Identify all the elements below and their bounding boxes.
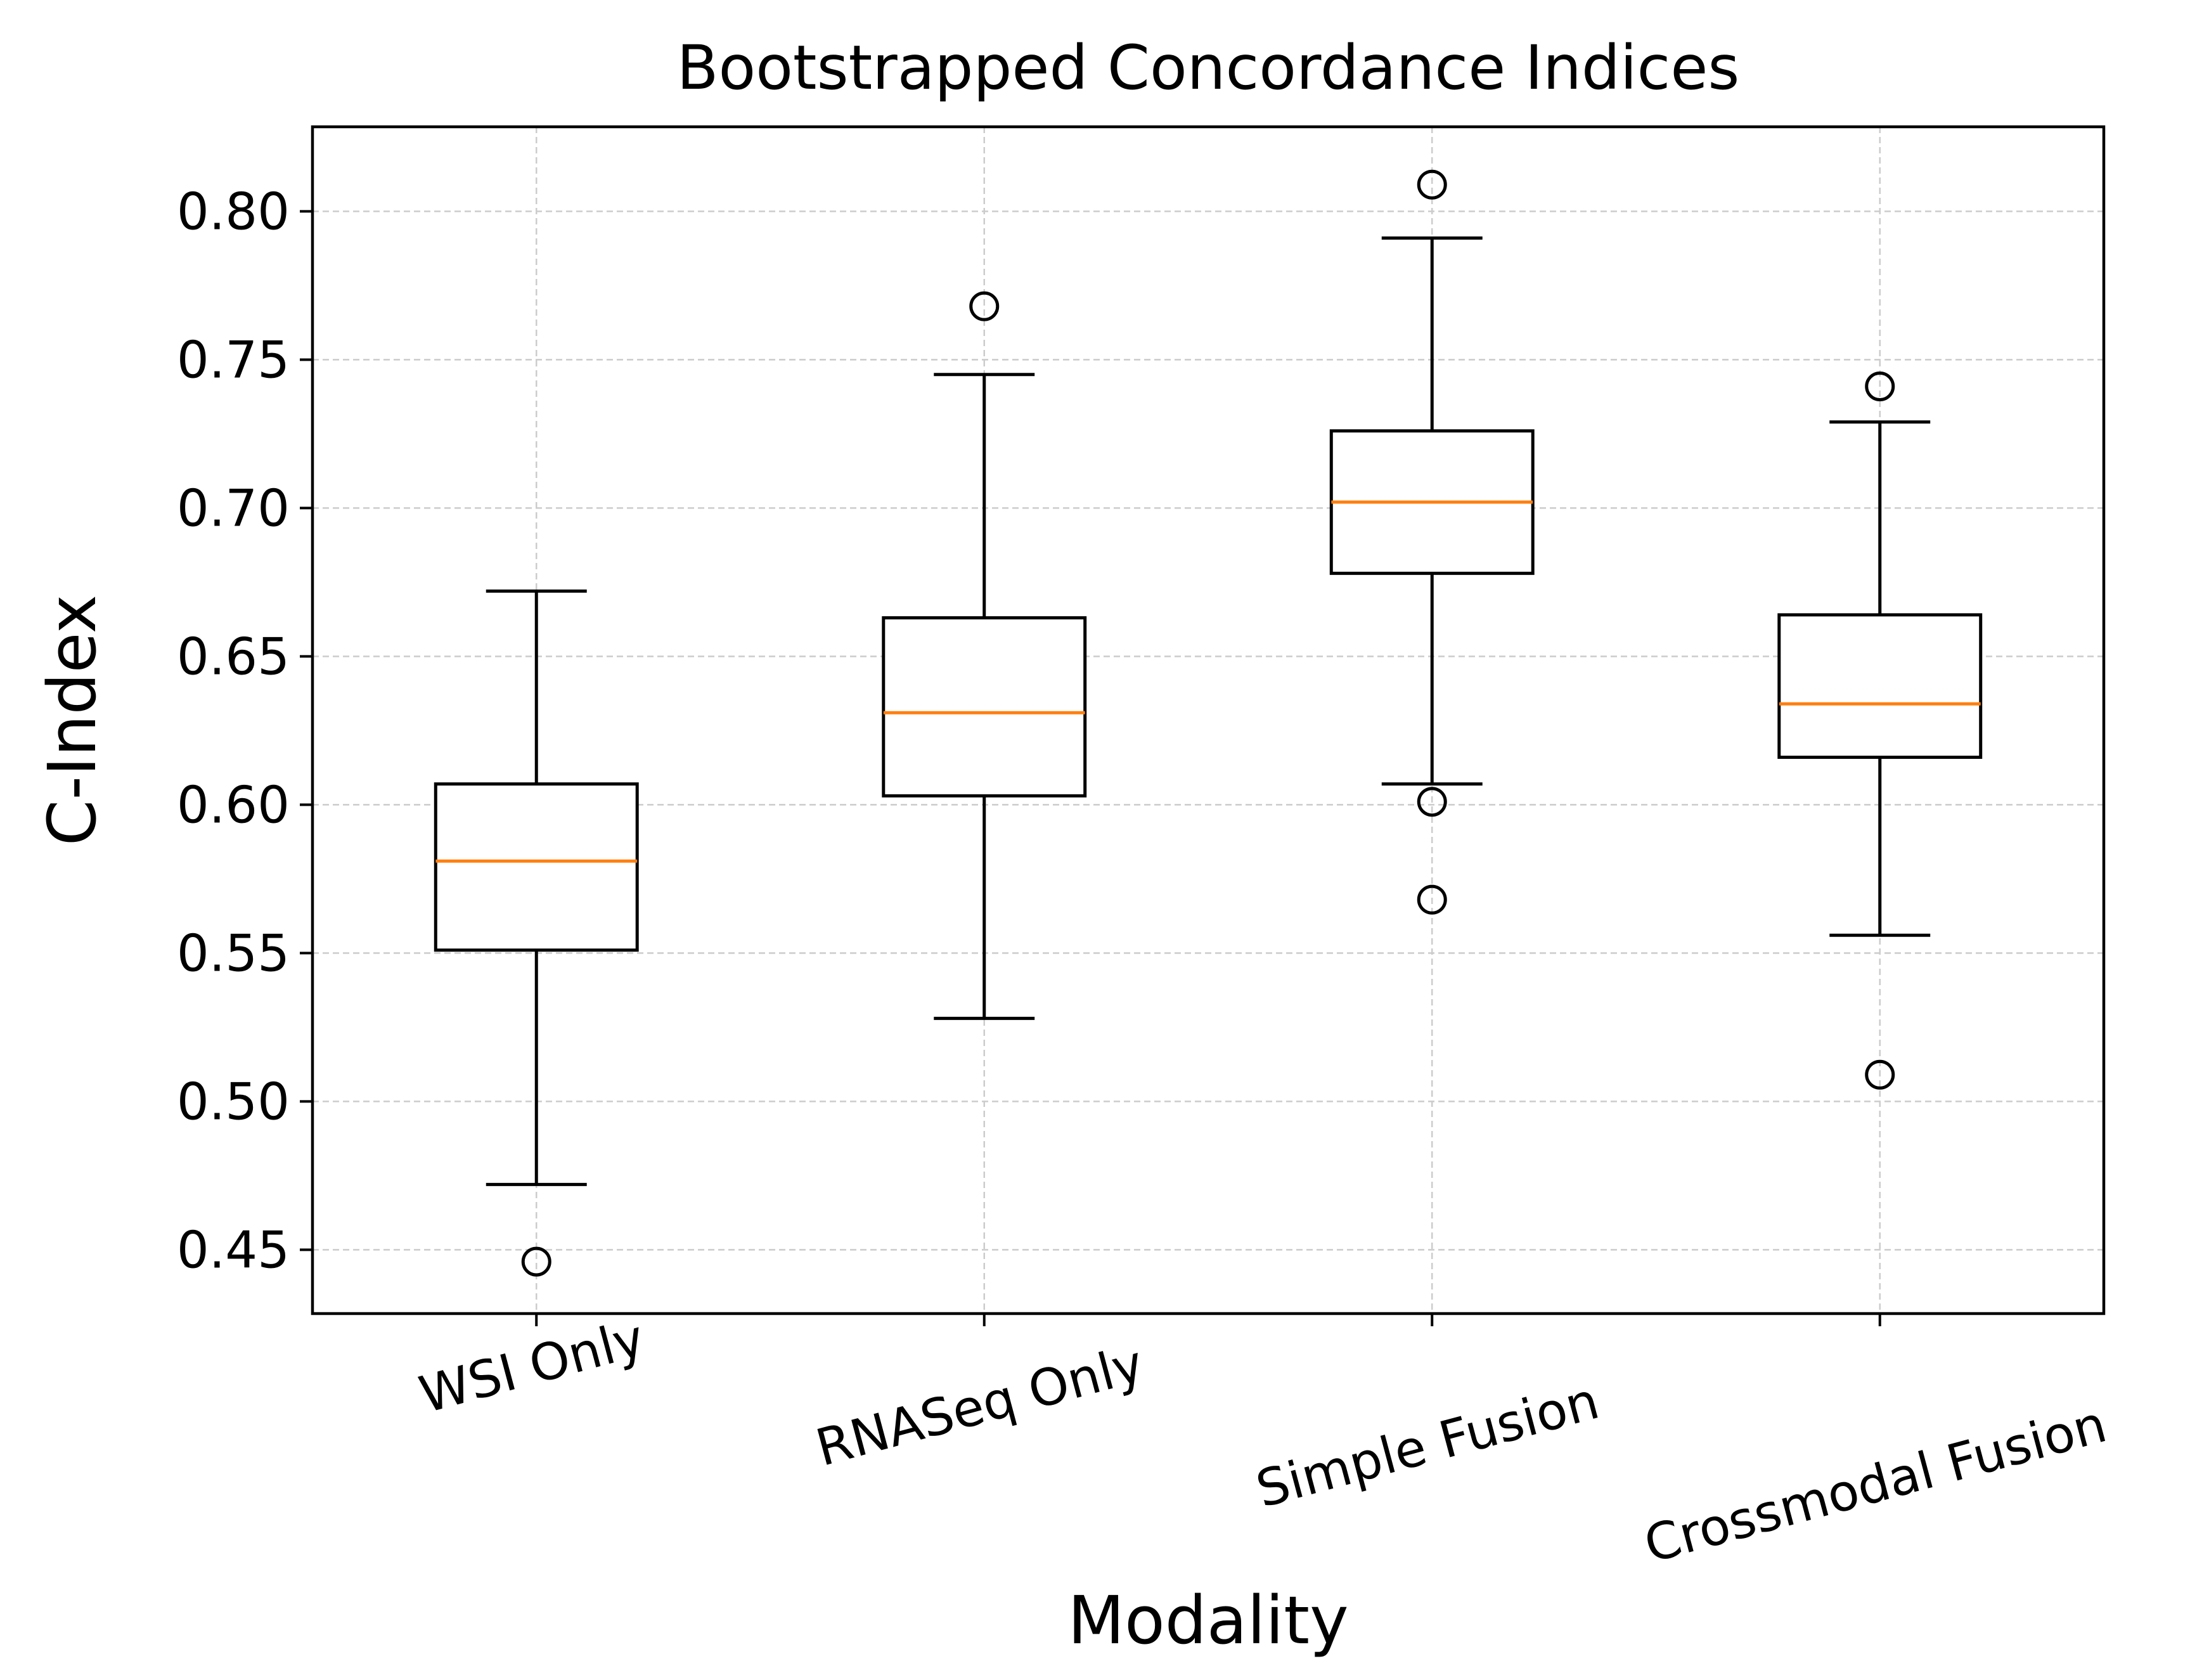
outlier-point (1865, 1059, 1895, 1090)
y-tick-label: 0.75 (177, 330, 290, 389)
outlier-point (1417, 169, 1447, 200)
plot-frame (311, 125, 2106, 1315)
y-tick-label: 0.50 (177, 1072, 290, 1131)
box-group (1777, 372, 1983, 1090)
y-tick-label: 0.70 (177, 479, 290, 538)
outlier-point (969, 291, 1000, 321)
outlier-point (1865, 372, 1895, 401)
y-tick-label: 0.80 (177, 182, 290, 241)
y-tick-label: 0.60 (177, 775, 290, 834)
box-group (434, 589, 639, 1277)
box-group (1329, 169, 1535, 915)
outlier-point (1417, 787, 1447, 817)
outlier-point (521, 1246, 551, 1277)
x-axis-label: Modality (1067, 1582, 1348, 1659)
y-tick-label: 0.65 (177, 627, 290, 686)
boxes-layer (434, 169, 1983, 1277)
y-axis-label: C-Index (34, 595, 111, 846)
iqr-box (882, 616, 1087, 798)
outlier-point (1417, 884, 1447, 915)
iqr-box (1777, 613, 1983, 759)
y-tick-label: 0.55 (177, 924, 290, 983)
iqr-box (434, 782, 639, 952)
box-group (882, 291, 1087, 1020)
y-tick-label: 0.45 (177, 1220, 290, 1279)
chart-title: Bootstrapped Concordance Indices (677, 32, 1740, 103)
